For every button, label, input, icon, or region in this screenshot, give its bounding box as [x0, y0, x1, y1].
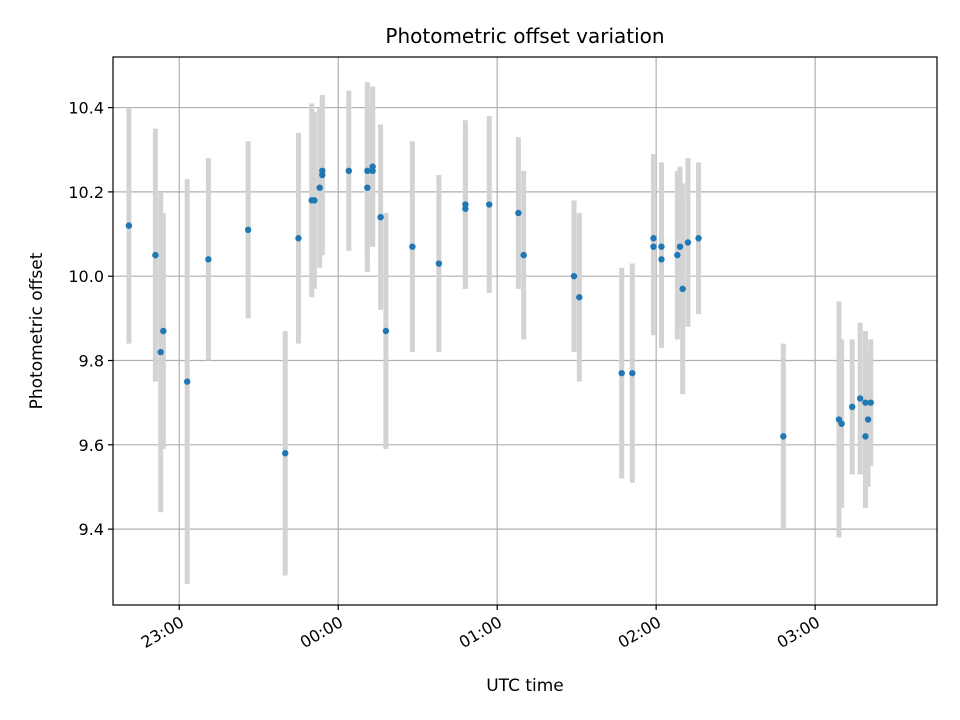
data-point	[679, 285, 686, 293]
data-point	[629, 369, 636, 377]
error-bars	[126, 82, 874, 584]
data-point	[462, 205, 469, 212]
data-point	[205, 256, 212, 263]
data-point	[864, 416, 872, 423]
data-point	[676, 243, 684, 250]
data-points	[125, 163, 874, 457]
data-point	[295, 235, 302, 242]
data-point	[364, 184, 371, 191]
y-tick-label: 9.4	[79, 520, 104, 539]
data-point	[658, 256, 665, 263]
data-point	[576, 294, 583, 301]
data-point	[856, 395, 864, 402]
chart-title: Photometric offset variation	[385, 24, 664, 48]
data-point	[570, 273, 578, 280]
data-point	[160, 327, 167, 335]
data-point	[867, 399, 874, 406]
data-point	[684, 239, 692, 246]
data-point	[695, 235, 702, 242]
data-point	[650, 243, 657, 250]
y-tick-label: 9.6	[79, 436, 104, 455]
data-point	[316, 184, 323, 191]
data-point	[157, 348, 164, 356]
data-point	[618, 369, 625, 377]
data-point	[152, 251, 159, 259]
data-point	[282, 450, 289, 457]
data-point	[780, 433, 787, 440]
data-point	[862, 399, 869, 406]
x-axis-label: UTC time	[486, 676, 564, 696]
y-tick-label: 10.4	[68, 99, 104, 118]
x-tick-label: 01:00	[456, 612, 505, 652]
data-point	[364, 167, 371, 175]
y-axis-label: Photometric offset	[27, 252, 47, 409]
data-point	[849, 403, 856, 411]
x-tick-label: 02:00	[615, 612, 664, 652]
x-tick-label: 23:00	[138, 612, 187, 652]
data-point	[377, 213, 384, 221]
data-point	[515, 209, 522, 217]
plot-frame	[112, 56, 938, 606]
data-point	[650, 235, 657, 242]
x-tick-label: 00:00	[297, 612, 346, 652]
data-point	[244, 226, 252, 234]
y-tick-label: 9.8	[79, 352, 104, 371]
data-point	[125, 222, 133, 229]
data-point	[486, 201, 493, 208]
data-point	[435, 260, 443, 267]
data-point	[838, 420, 845, 427]
data-point	[382, 327, 390, 335]
data-point	[862, 433, 869, 440]
x-tick-label: 03:00	[774, 612, 823, 652]
data-point	[311, 197, 318, 204]
data-point	[183, 378, 191, 385]
data-point	[369, 163, 376, 170]
data-point	[319, 167, 326, 175]
data-point	[674, 251, 681, 259]
data-point	[409, 243, 416, 250]
data-point	[520, 251, 527, 259]
y-tick-label: 10.0	[68, 267, 104, 286]
data-point	[345, 167, 353, 175]
y-tick-label: 10.2	[68, 183, 104, 202]
data-point	[658, 243, 665, 250]
ticks: 23:00 00:00 01:00 02:00 03:00 9.4 9.6 9.8 10.0 10…	[68, 99, 823, 652]
